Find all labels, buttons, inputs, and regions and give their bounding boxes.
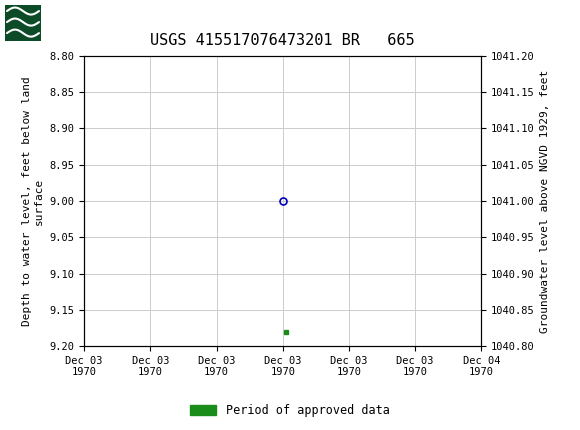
Y-axis label: Depth to water level, feet below land
surface: Depth to water level, feet below land su… [22,76,44,326]
Text: USGS: USGS [46,14,106,33]
FancyBboxPatch shape [5,5,41,41]
Title: USGS 415517076473201 BR   665: USGS 415517076473201 BR 665 [150,33,415,48]
Y-axis label: Groundwater level above NGVD 1929, feet: Groundwater level above NGVD 1929, feet [541,69,550,333]
Legend: Period of approved data: Period of approved data [186,399,394,422]
